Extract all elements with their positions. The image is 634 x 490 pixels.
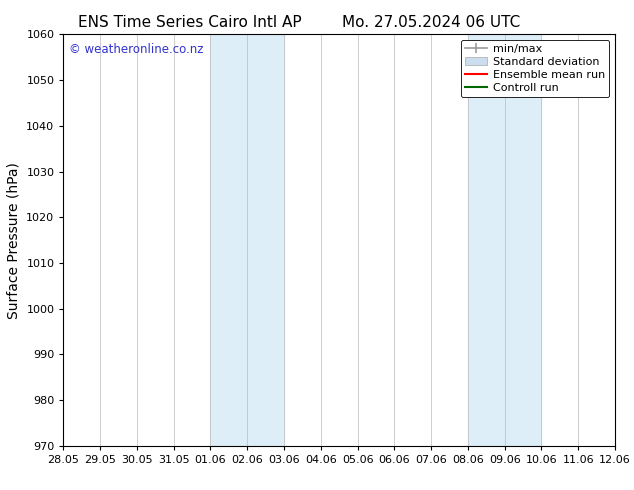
Text: ENS Time Series Cairo Intl AP: ENS Time Series Cairo Intl AP bbox=[79, 15, 302, 30]
Bar bbox=[468, 34, 541, 446]
Text: Mo. 27.05.2024 06 UTC: Mo. 27.05.2024 06 UTC bbox=[342, 15, 521, 30]
Bar bbox=[210, 34, 284, 446]
Text: © weatheronline.co.nz: © weatheronline.co.nz bbox=[69, 43, 204, 55]
Y-axis label: Surface Pressure (hPa): Surface Pressure (hPa) bbox=[7, 162, 21, 318]
Legend: min/max, Standard deviation, Ensemble mean run, Controll run: min/max, Standard deviation, Ensemble me… bbox=[460, 40, 609, 97]
